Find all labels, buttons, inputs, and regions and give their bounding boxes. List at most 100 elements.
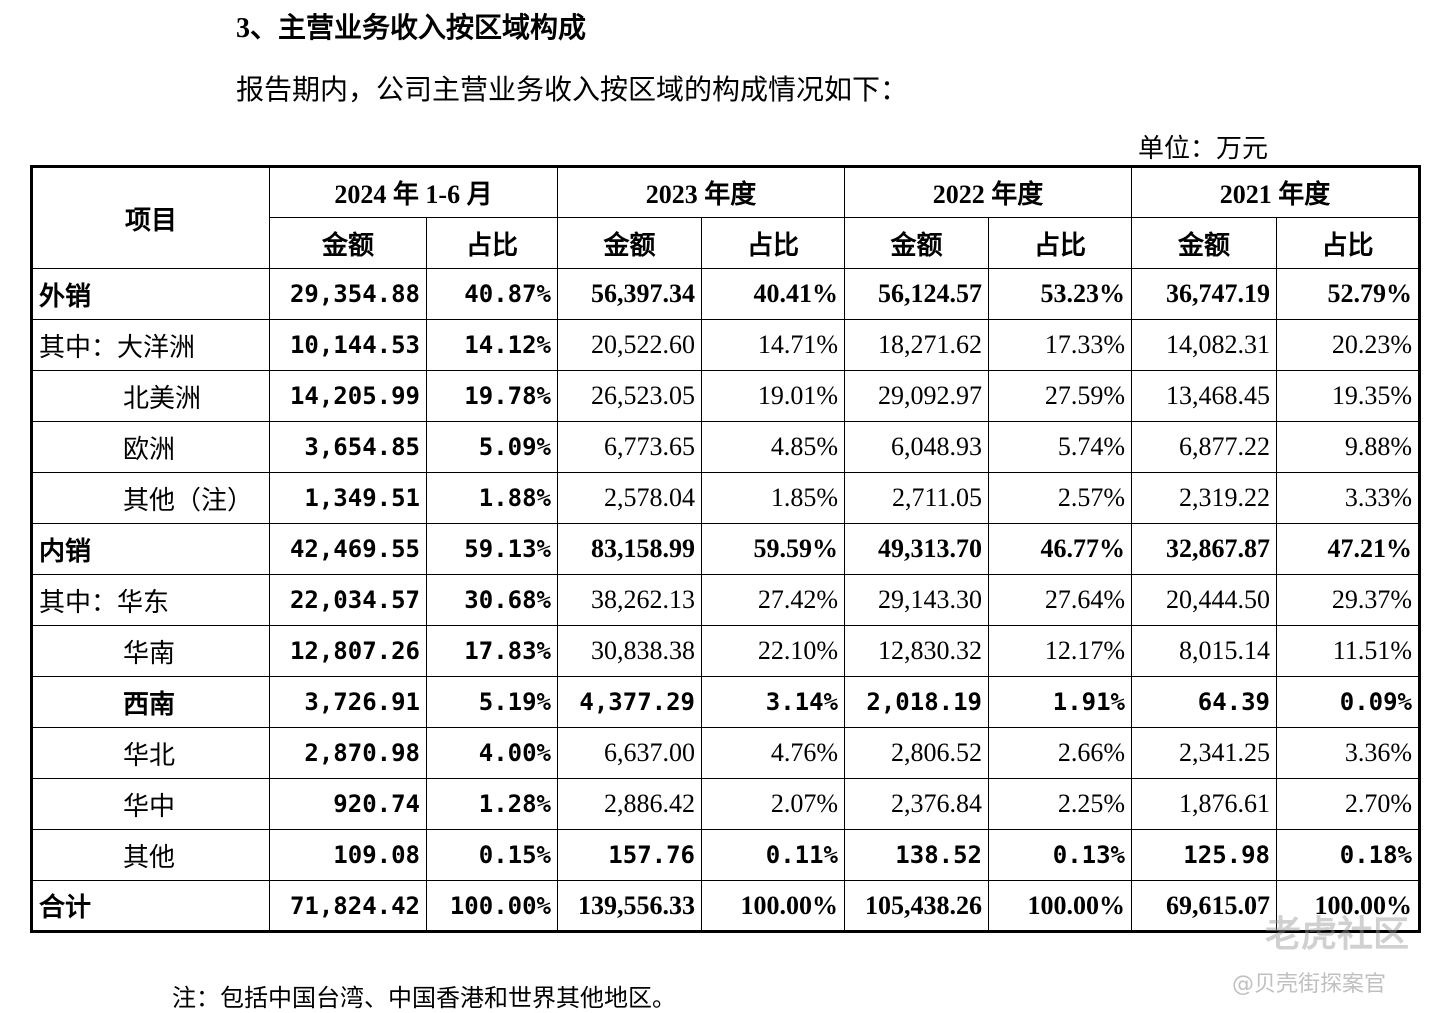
table-cell: 13,468.45 — [1131, 370, 1277, 422]
table-cell: 5.19% — [426, 676, 558, 728]
table-cell: 3.33% — [1276, 472, 1420, 524]
table-cell: 59.59% — [701, 523, 845, 575]
table-cell: 920.74 — [269, 778, 427, 830]
revenue-table: 项目 2024 年 1-6 月 2023 年度 2022 年度 2021 年度 金额 占比金… — [30, 165, 1421, 933]
table-cell: 4.85% — [701, 421, 845, 473]
table-cell: 华中 — [31, 778, 270, 830]
table-cell: 59.13% — [426, 523, 558, 575]
unit: 单位：万元 — [1138, 134, 1269, 163]
table-cell: 0.11% — [701, 829, 845, 881]
table-cell: 0.09% — [1276, 676, 1420, 728]
table-cell: 100.00% — [426, 880, 558, 932]
table-cell: 内销 — [31, 523, 270, 575]
table-cell: 139,556.33 — [557, 880, 702, 932]
table-cell: 10,144.53 — [269, 319, 427, 371]
table-cell: 157.76 — [557, 829, 702, 881]
table-cell: 109.08 — [269, 829, 427, 881]
table-row: 华南 12,807.26 17.83% 30,838.38 22.10% 12,830.3… — [31, 625, 1420, 677]
table-cell: 4.76% — [701, 727, 845, 779]
table-cell: 100.00% — [701, 880, 845, 932]
table-cell: 14,082.31 — [1131, 319, 1277, 371]
table-cell: 38,262.13 — [557, 574, 702, 626]
table-cell: 27.64% — [988, 574, 1132, 626]
table-cell: 2,319.22 — [1131, 472, 1277, 524]
table-cell: 2,376.84 — [844, 778, 989, 830]
table-cell: 29,354.88 — [269, 268, 427, 320]
table-cell: 金额 — [269, 217, 427, 269]
table-cell: 1.85% — [701, 472, 845, 524]
table-cell: 53.23% — [988, 268, 1132, 320]
table-row: 其他（注） 1,349.51 1.88% 2,578.04 1.85% 2,711.05 2… — [31, 472, 1420, 524]
table-cell: 3,654.85 — [269, 421, 427, 473]
table-cell: 3.14% — [701, 676, 845, 728]
table-cell: 2.57% — [988, 472, 1132, 524]
table-cell: 6,773.65 — [557, 421, 702, 473]
table-row: 外销 29,354.88 40.87% 56,397.34 40.41% 56,124.5… — [31, 268, 1420, 320]
table-row: 西南 3,726.91 5.19% 4,377.29 3.14% 2,018.19 1.91… — [31, 676, 1420, 728]
table-cell: 105,438.26 — [844, 880, 989, 932]
table-cell: 27.42% — [701, 574, 845, 626]
table-cell: 32,867.87 — [1131, 523, 1277, 575]
table-cell: 40.87% — [426, 268, 558, 320]
table-cell: 华北 — [31, 727, 270, 779]
table-cell: 12,807.26 — [269, 625, 427, 677]
table-cell: 4,377.29 — [557, 676, 702, 728]
table-row: 其他 109.08 0.15% 157.76 0.11% 138.52 0.13% 125.9… — [31, 829, 1420, 881]
table-cell: 2.25% — [988, 778, 1132, 830]
table-cell: 0.13% — [988, 829, 1132, 881]
table-cell: 64.39 — [1131, 676, 1277, 728]
table-cell: 2,886.42 — [557, 778, 702, 830]
table-cell: 19.01% — [701, 370, 845, 422]
table-cell: 30.68% — [426, 574, 558, 626]
table-cell: 138.52 — [844, 829, 989, 881]
table-cell: 49,313.70 — [844, 523, 989, 575]
table-cell: 29,092.97 — [844, 370, 989, 422]
watermark: 老虎社区 — [1265, 914, 1410, 955]
table-cell: 金额 — [557, 217, 702, 269]
table-cell: 1.28% — [426, 778, 558, 830]
table-row: 内销 42,469.55 59.13% 83,158.99 59.59% 49,313.7… — [31, 523, 1420, 575]
table-cell: 29,143.30 — [844, 574, 989, 626]
table-cell: 0.18% — [1276, 829, 1420, 881]
table-cell: 100.00% — [1276, 880, 1420, 932]
table-cell: 2021 年度 — [1131, 166, 1420, 218]
table-cell: 52.79% — [1276, 268, 1420, 320]
table-cell: 金额 — [1131, 217, 1277, 269]
table-cell: 2,341.25 — [1131, 727, 1277, 779]
section-title: 3、主营业务收入按区域构成 — [236, 13, 587, 44]
table-cell: 1,876.61 — [1131, 778, 1277, 830]
table-cell: 6,637.00 — [557, 727, 702, 779]
table-cell: 5.09% — [426, 421, 558, 473]
table-cell: 合计 — [31, 880, 270, 932]
table-cell: 欧洲 — [31, 421, 270, 473]
table-cell: 40.41% — [701, 268, 845, 320]
table-cell: 华南 — [31, 625, 270, 677]
table-cell: 2,711.05 — [844, 472, 989, 524]
table-cell: 17.83% — [426, 625, 558, 677]
table-cell: 2,870.98 — [269, 727, 427, 779]
table-cell: 20,522.60 — [557, 319, 702, 371]
table-cell: 占比 — [701, 217, 845, 269]
table-cell: 3,726.91 — [269, 676, 427, 728]
table-cell: 2024 年 1-6 月 — [269, 166, 558, 218]
table-cell: 2.07% — [701, 778, 845, 830]
table-cell: 17.33% — [988, 319, 1132, 371]
table-row: 其中：华东 22,034.57 30.68% 38,262.13 27.42% 29,14… — [31, 574, 1420, 626]
table-row: 项目 2024 年 1-6 月 2023 年度 2022 年度 2021 年度 — [31, 166, 1420, 269]
table-cell: 外销 — [31, 268, 270, 320]
table-cell: 其他（注） — [31, 472, 270, 524]
table-cell: 14.71% — [701, 319, 845, 371]
table-cell: 9.88% — [1276, 421, 1420, 473]
table-row: 合计 71,824.42 100.00% 139,556.33 100.00% 105,4… — [31, 880, 1420, 932]
table-cell: 2,806.52 — [844, 727, 989, 779]
table-cell: 项目 — [31, 166, 270, 269]
table-cell: 占比 — [988, 217, 1132, 269]
table-cell: 5.74% — [988, 421, 1132, 473]
table-cell: 12,830.32 — [844, 625, 989, 677]
table-row: 华中 920.74 1.28% 2,886.42 2.07% 2,376.84 2.25% 1… — [31, 778, 1420, 830]
table-cell: 69,615.07 — [1131, 880, 1277, 932]
table-cell: 1.91% — [988, 676, 1132, 728]
table-cell: 2022 年度 — [844, 166, 1132, 218]
intro: 报告期内，公司主营业务收入按区域的构成情况如下： — [236, 75, 909, 106]
